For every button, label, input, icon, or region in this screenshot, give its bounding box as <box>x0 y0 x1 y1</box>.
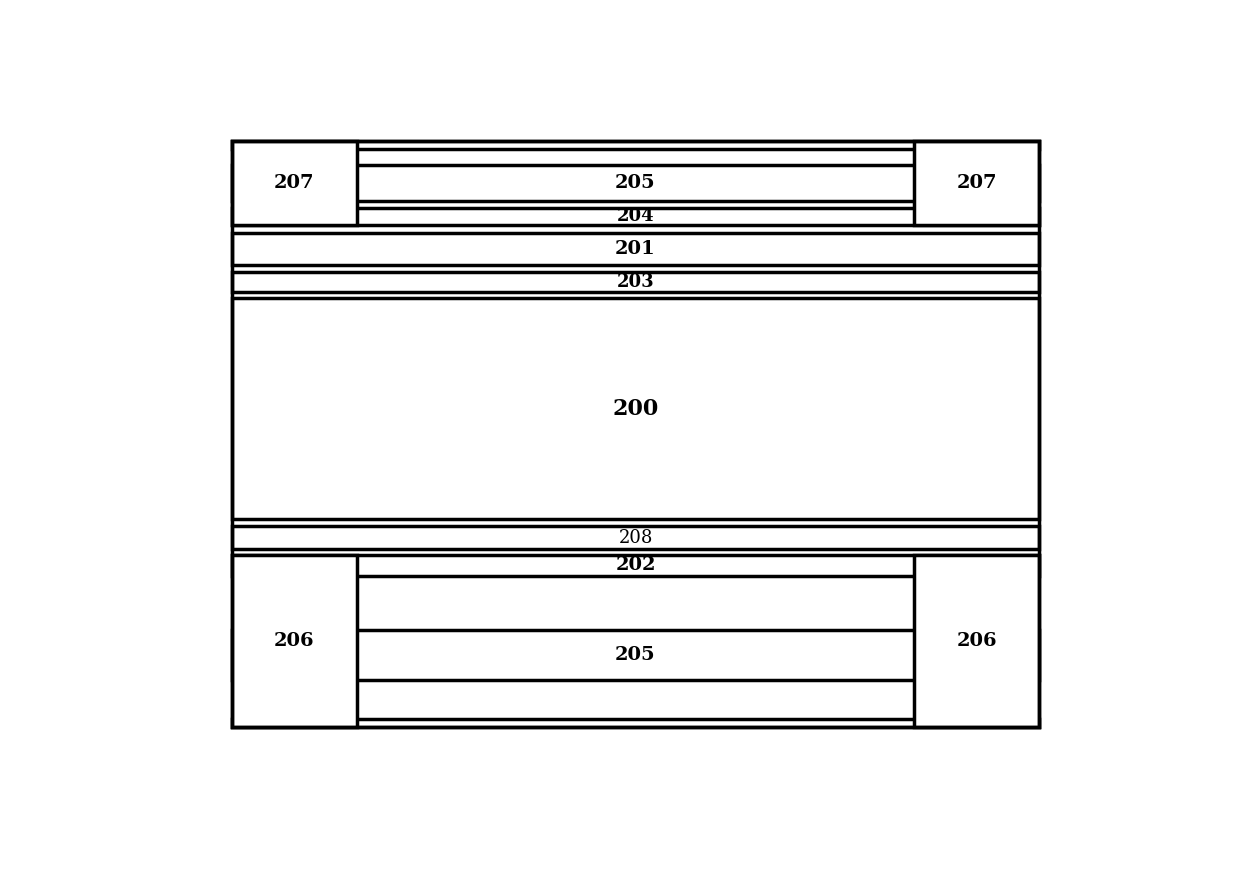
Bar <box>232 208 1039 225</box>
Bar <box>232 554 357 726</box>
Bar <box>914 141 1039 225</box>
Bar <box>232 141 357 225</box>
Text: 208: 208 <box>619 528 652 547</box>
Text: 205: 205 <box>615 174 656 192</box>
Text: 203: 203 <box>616 273 655 290</box>
Bar <box>232 141 1039 149</box>
Text: 200: 200 <box>613 398 658 420</box>
Text: 202: 202 <box>615 556 656 574</box>
Bar <box>914 554 1039 726</box>
Text: 206: 206 <box>956 632 997 650</box>
Text: 207: 207 <box>956 174 997 192</box>
Bar <box>232 164 1039 202</box>
Text: 201: 201 <box>615 240 656 258</box>
Text: 205: 205 <box>615 646 656 664</box>
Text: 204: 204 <box>616 208 655 225</box>
Bar <box>232 271 1039 292</box>
Bar <box>232 233 1039 265</box>
Bar <box>232 141 1039 726</box>
Text: 207: 207 <box>274 174 315 192</box>
Bar <box>232 526 1039 549</box>
Bar <box>232 554 1039 576</box>
Text: 206: 206 <box>274 632 315 650</box>
Bar <box>232 298 1039 519</box>
Bar <box>232 719 1039 726</box>
Bar <box>232 629 1039 680</box>
